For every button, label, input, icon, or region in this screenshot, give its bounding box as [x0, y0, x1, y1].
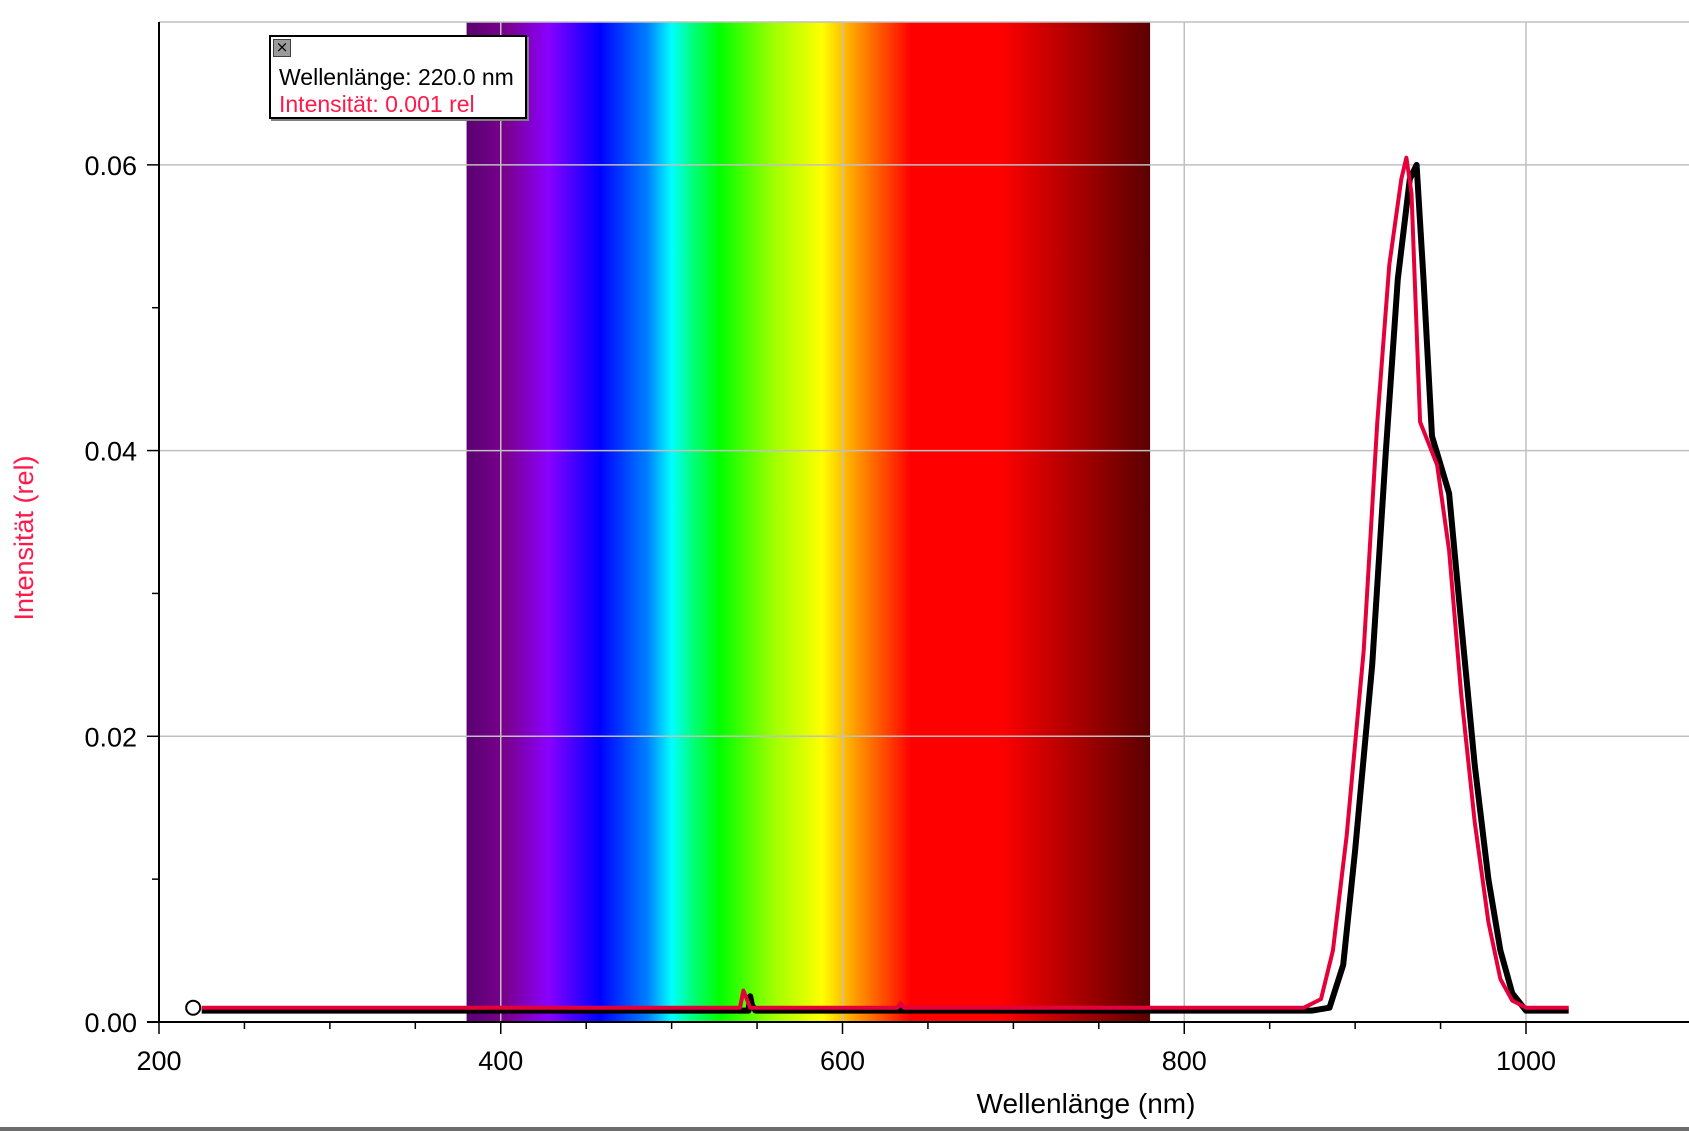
cursor-marker-layer	[185, 999, 202, 1016]
series-line-red	[201, 155, 1569, 1010]
y-tick-label: 0.04	[84, 437, 137, 467]
x-axis-title: Wellenlänge (nm)	[977, 1088, 1196, 1119]
x-tick-label: 1000	[1496, 1046, 1556, 1076]
x-tick-label: 200	[136, 1046, 181, 1076]
y-tick-label: 0.02	[84, 722, 137, 752]
cursor-readout-box[interactable]: × Wellenlänge: 220.0 nm Intensität: 0.00…	[269, 35, 527, 119]
x-tick-label: 800	[1162, 1046, 1207, 1076]
close-icon[interactable]: ×	[273, 39, 291, 57]
window-bottom-edge	[0, 1127, 1689, 1131]
readout-intensity: Intensität: 0.001 rel	[279, 91, 475, 117]
gridlines	[159, 21, 1689, 1022]
y-tick-label: 0.06	[84, 151, 137, 181]
cursor-marker	[185, 999, 202, 1016]
x-tick-label: 600	[820, 1046, 865, 1076]
visible-spectrum-band	[466, 22, 1151, 1022]
readout-wavelength: Wellenlänge: 220.0 nm	[279, 64, 514, 90]
y-tick-label: 0.00	[84, 1008, 137, 1038]
x-tick-label: 400	[478, 1046, 523, 1076]
axes: 200 400 600 800 1000 0.00 0.02 0.04 0.06	[84, 22, 1689, 1076]
series-lines	[201, 155, 1569, 1014]
y-axis-title: Intensität (rel)	[9, 455, 39, 620]
